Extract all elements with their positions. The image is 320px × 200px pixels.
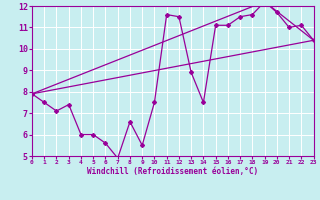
X-axis label: Windchill (Refroidissement éolien,°C): Windchill (Refroidissement éolien,°C) bbox=[87, 167, 258, 176]
